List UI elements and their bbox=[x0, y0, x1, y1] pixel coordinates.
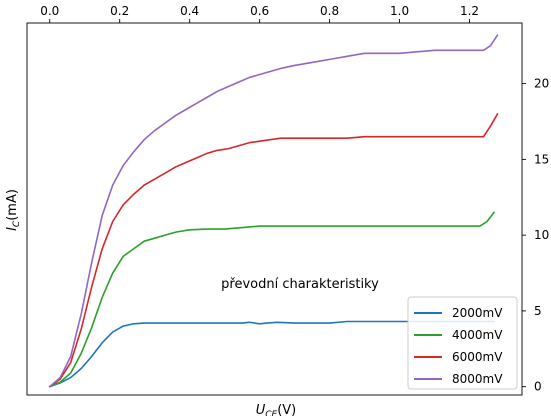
y-axis-label-main: I bbox=[5, 227, 20, 231]
x-tick-label: 0.2 bbox=[110, 4, 129, 18]
y-tick-label: 0 bbox=[534, 380, 542, 394]
y-axis-label-sub: C bbox=[12, 220, 22, 227]
y-tick-label: 5 bbox=[534, 304, 542, 318]
series-line-4000mV bbox=[48, 211, 495, 388]
legend-label: 4000mV bbox=[452, 328, 503, 342]
y-tick-label: 20 bbox=[534, 77, 549, 91]
series-line-2000mV bbox=[48, 320, 495, 388]
x-axis-label-main: U bbox=[256, 403, 266, 416]
x-axis-label: UCE(V) bbox=[256, 403, 297, 416]
x-tick-label: 0.6 bbox=[250, 4, 269, 18]
legend: 2000mV 4000mV 6000mV 8000mV bbox=[407, 296, 518, 390]
x-tick-label: 1.2 bbox=[460, 4, 479, 18]
y-tick-label: 15 bbox=[534, 152, 549, 166]
plot-area-frame bbox=[26, 22, 523, 396]
annotation-text: převodní charakteristiky bbox=[221, 277, 379, 292]
y-tick-label: 10 bbox=[534, 228, 549, 242]
y-axis-label-unit: (mA) bbox=[5, 189, 20, 221]
series-line-6000mV bbox=[48, 113, 499, 388]
series-layer bbox=[48, 34, 499, 388]
legend-box bbox=[407, 296, 518, 390]
legend-label: 8000mV bbox=[452, 372, 503, 386]
x-tick-label: 0.8 bbox=[320, 4, 339, 18]
legend-label: 2000mV bbox=[452, 306, 503, 320]
axes-layer: 0.0 0.2 0.4 0.6 0.8 1.0 1.2 0 5 10 15 20 bbox=[40, 4, 549, 394]
x-tick-label: 0.4 bbox=[180, 4, 199, 18]
y-axis-label: IC(mA) bbox=[5, 189, 22, 231]
x-axis-label-unit: (V) bbox=[277, 403, 296, 416]
series-line-8000mV bbox=[48, 34, 499, 388]
legend-items: 2000mV 4000mV 6000mV 8000mV bbox=[414, 306, 503, 386]
x-tick-label: 0.0 bbox=[40, 4, 59, 18]
x-axis-label-sub: CE bbox=[265, 410, 277, 416]
legend-label: 6000mV bbox=[452, 350, 503, 364]
x-tick-label: 1.0 bbox=[390, 4, 409, 18]
